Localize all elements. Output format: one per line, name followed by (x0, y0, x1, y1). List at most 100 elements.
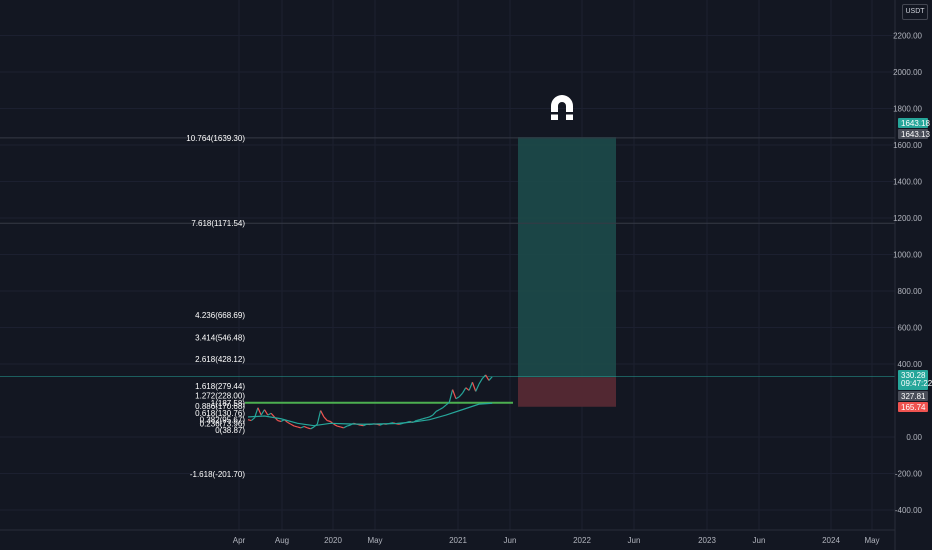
price-tick-2: 1800.00 (893, 105, 922, 114)
fib-label-13: -1.618(-201.70) (190, 470, 245, 479)
price-segment-20 (310, 426, 315, 430)
stop-tag-text: 165.74 (901, 403, 926, 412)
fib-label-0: 10.764(1639.30) (186, 134, 245, 143)
price-segment-66 (461, 387, 467, 394)
fib-label-8: 0.886(170.68) (195, 402, 245, 411)
current-price-tag-text: 330.28 (901, 371, 926, 380)
price-segment-67 (465, 387, 470, 391)
price-segment-74 (488, 376, 493, 381)
fib-label-6: 1.272(228.00) (195, 391, 245, 400)
time-tick-11: May (864, 536, 879, 545)
price-segment-23 (320, 410, 325, 418)
entry-tag-text: 327.81 (901, 392, 926, 401)
magnet-icon[interactable] (548, 92, 576, 122)
time-tick-5: Jun (504, 536, 517, 545)
price-tick-5: 1200.00 (893, 214, 922, 223)
currency-button[interactable]: USDT (902, 4, 928, 20)
price-segment-68 (468, 382, 473, 391)
price-segment-8 (270, 412, 275, 418)
price-segment-35 (360, 424, 364, 427)
price-tick-11: -200.00 (895, 470, 923, 479)
price-segment-54 (422, 417, 427, 420)
fib-lines (0, 137, 895, 224)
price-segment-5 (260, 409, 266, 416)
fib-label-9: 0.618(130.76) (195, 409, 245, 418)
fib-label-2: 4.236(668.69) (195, 311, 245, 320)
price-segment-16 (297, 426, 301, 429)
fib-label-1: 7.618(1171.54) (191, 219, 245, 228)
price-segment-69 (471, 382, 477, 392)
time-tick-4: 2021 (449, 536, 467, 545)
price-axis-panel[interactable] (895, 0, 932, 530)
price-axis[interactable]: 2200.00 2000.00 1800.00 1600.00 1400.00 1200.… (893, 32, 922, 516)
price-segment-25 (327, 419, 331, 423)
time-tick-10: 2024 (822, 536, 840, 545)
countdown-text: 09:47:22 (901, 379, 932, 388)
price-segment-58 (435, 409, 440, 412)
stop-tag-bg (898, 402, 928, 412)
time-tick-7: Jun (628, 536, 641, 545)
price-segment-14 (290, 423, 295, 427)
price-tick-6: 1000.00 (893, 251, 922, 260)
price-segment-30 (343, 425, 348, 429)
price-segment-72 (481, 374, 487, 380)
price-tick-7: 800.00 (898, 287, 923, 296)
price-segment-71 (478, 378, 483, 385)
price-segment-4 (257, 407, 262, 416)
price-segment-62 (448, 389, 454, 403)
price-segment-7 (267, 412, 272, 416)
price-segment-15 (294, 425, 298, 428)
fib-labels: 10.764(1639.30) 7.618(1171.54) 4.236(668.6… (186, 134, 245, 479)
price-tick-3: 1600.00 (893, 141, 922, 150)
price-segment-22 (316, 410, 322, 425)
price-segment-53 (419, 418, 424, 421)
price-segment-60 (442, 404, 447, 409)
time-tick-1: Aug (275, 536, 289, 545)
target-top-tag-bg (898, 118, 928, 128)
price-segment-57 (432, 411, 437, 416)
price-segment-13 (287, 421, 292, 425)
price-series (247, 374, 493, 430)
fib-label-10: 0.382(95.67) (200, 416, 246, 425)
profit-zone (518, 137, 616, 378)
position-zones[interactable] (518, 137, 616, 407)
fib-label-7: 1(187.58) (211, 399, 246, 408)
price-tick-9: 400.00 (898, 360, 923, 369)
time-tick-8: 2023 (698, 536, 716, 545)
fib-label-11: 0.236(73.96) (200, 420, 246, 429)
price-segment-6 (263, 409, 269, 416)
price-segment-29 (340, 426, 344, 429)
time-axis[interactable]: Apr Aug 2020 May 2021 Jun 2022 Jun 2023 Jun 2024 Ma… (233, 536, 880, 545)
price-tick-8: 600.00 (898, 324, 923, 333)
price-segment-27 (333, 423, 338, 427)
price-segment-63 (452, 389, 457, 399)
time-tick-9: Jun (753, 536, 766, 545)
price-segment-1 (247, 419, 252, 422)
grid-lines (0, 0, 895, 530)
fib-label-5: 1.618(279.44) (195, 382, 245, 391)
time-tick-0: Apr (233, 536, 246, 545)
price-tick-1: 2000.00 (893, 68, 922, 77)
fib-label-4: 2.618(428.12) (195, 355, 245, 364)
time-tick-2: 2020 (324, 536, 342, 545)
entry-tag-bg (898, 391, 928, 401)
time-tick-3: May (367, 536, 382, 545)
price-segment-61 (445, 401, 450, 406)
price-segment-24 (323, 416, 328, 421)
price-segment-65 (458, 392, 463, 398)
price-segment-52 (416, 419, 420, 422)
price-tick-4: 1400.00 (893, 178, 922, 187)
support-level[interactable] (0, 376, 895, 404)
price-segment-18 (303, 425, 308, 429)
price-segment-17 (300, 425, 305, 429)
price-segment-2 (250, 417, 255, 422)
loss-zone (518, 377, 616, 407)
price-segment-10 (277, 419, 282, 423)
fib-label-3: 3.414(546.48) (195, 333, 245, 342)
price-segment-19 (307, 427, 311, 430)
time-tick-6: 2022 (573, 536, 591, 545)
target-bottom-tag-bg (898, 129, 928, 139)
